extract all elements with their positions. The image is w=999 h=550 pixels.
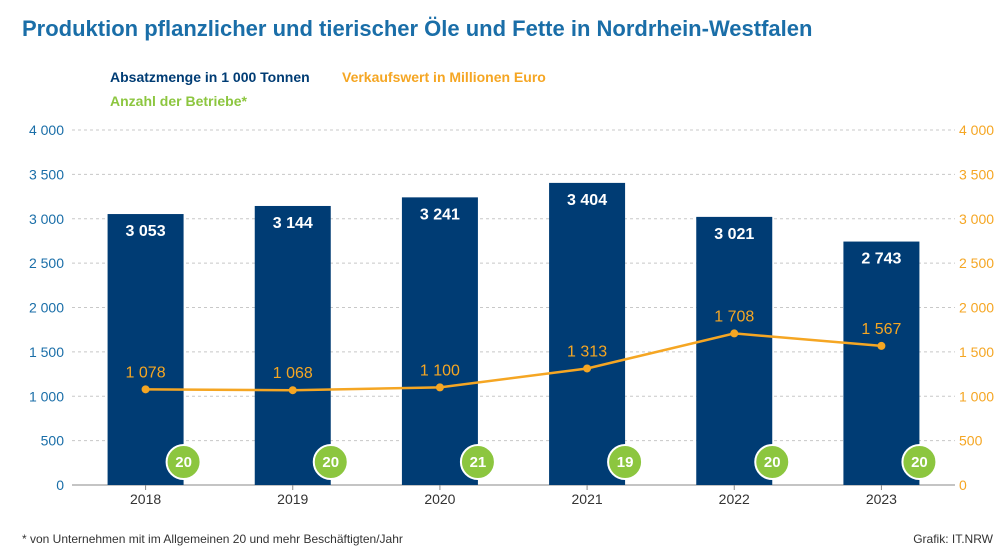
x-tick-label: 2022 — [719, 491, 750, 507]
line-point — [288, 386, 297, 395]
bar — [107, 214, 184, 485]
badge-label: 21 — [470, 454, 487, 471]
badge-label: 20 — [911, 454, 928, 471]
line-point — [435, 383, 444, 392]
legend-badges: Anzahl der Betriebe* — [110, 93, 247, 109]
badge-label: 19 — [617, 454, 634, 471]
badge-label: 20 — [764, 454, 781, 471]
y-tick-label: 0 — [56, 477, 64, 493]
line-point — [141, 385, 150, 394]
bar — [549, 182, 626, 485]
y-tick-label: 1 500 — [29, 344, 64, 360]
bar-label: 3 241 — [420, 206, 460, 223]
bar-label: 3 021 — [714, 226, 754, 243]
y2-tick-label: 3 000 — [959, 211, 994, 227]
footnote: * von Unternehmen mit im Allgemeinen 20 … — [22, 532, 403, 546]
line-point — [877, 341, 886, 350]
badge-label: 20 — [322, 454, 339, 471]
y-axis-left: 0 500 1 000 1 500 2 000 2 500 3 000 3 500 4 000 — [29, 122, 64, 493]
y-tick-label: 3 500 — [29, 166, 64, 182]
bar-label: 3 053 — [126, 223, 166, 240]
legend-line: Verkaufswert in Millionen Euro — [342, 69, 546, 85]
x-tick-label: 2023 — [866, 491, 897, 507]
bar — [401, 197, 478, 485]
x-tick-label: 2021 — [572, 491, 603, 507]
y2-tick-label: 1 500 — [959, 344, 994, 360]
y2-tick-label: 4 000 — [959, 122, 994, 138]
line-series: 1 078 1 068 1 100 1 313 1 708 1 567 — [126, 308, 902, 395]
bar-label: 3 404 — [567, 192, 607, 209]
y2-tick-label: 2 000 — [959, 300, 994, 316]
bar — [254, 205, 331, 485]
y2-tick-label: 0 — [959, 477, 967, 493]
badge — [459, 444, 496, 480]
bar — [843, 241, 920, 485]
y-tick-label: 500 — [41, 433, 65, 449]
grid — [72, 129, 955, 486]
y-tick-label: 2 000 — [29, 300, 64, 316]
y2-tick-label: 1 000 — [959, 388, 994, 404]
x-tick-label: 2020 — [424, 491, 455, 507]
bar-label: 3 144 — [273, 215, 313, 232]
y2-tick-label: 500 — [959, 433, 983, 449]
y2-tick-label: 3 500 — [959, 166, 994, 182]
line-path — [145, 332, 882, 392]
line-point — [583, 364, 592, 373]
line-label: 1 078 — [126, 364, 166, 381]
badge — [901, 444, 938, 480]
bars: 3 053 3 144 3 241 3 404 3 021 2 743 — [107, 182, 920, 486]
x-tick-label: 2018 — [130, 491, 161, 507]
y-tick-label: 3 000 — [29, 211, 64, 227]
badge — [607, 444, 644, 480]
y-tick-label: 4 000 — [29, 122, 64, 138]
x-tick-label: 2019 — [277, 491, 308, 507]
line-label: 1 068 — [273, 365, 313, 382]
badge — [754, 444, 791, 480]
y-tick-label: 2 500 — [29, 255, 64, 271]
chart-title: Produktion pflanzlicher und tierischer Ö… — [22, 16, 812, 41]
y-axis-right: 0 500 1 000 1 500 2 000 2 500 3 000 3 500 4 000 — [959, 122, 994, 493]
badges: 20 20 21 19 20 20 — [165, 444, 938, 480]
bar-label: 2 743 — [861, 251, 901, 268]
line-label: 1 313 — [567, 343, 607, 360]
badge — [165, 444, 202, 480]
line-label: 1 708 — [714, 308, 754, 325]
legend-bars: Absatzmenge in 1 000 Tonnen — [110, 69, 310, 85]
badge — [312, 444, 349, 480]
y-tick-label: 1 000 — [29, 388, 64, 404]
credit: Grafik: IT.NRW — [913, 532, 993, 546]
line-point — [730, 329, 739, 338]
line-label: 1 100 — [420, 362, 460, 379]
x-axis: 2018 2019 2020 2021 2022 2023 — [130, 485, 897, 507]
badge-label: 20 — [175, 454, 192, 471]
bar — [696, 216, 773, 486]
y2-tick-label: 2 500 — [959, 255, 994, 271]
line-label: 1 567 — [861, 321, 901, 338]
